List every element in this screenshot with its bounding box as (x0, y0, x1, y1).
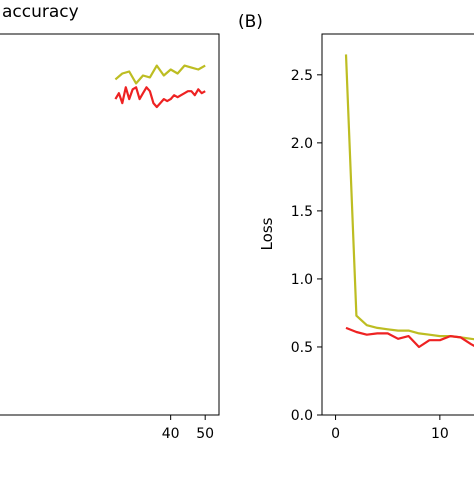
panel-b-label: (B) (238, 12, 263, 32)
loss-series-0-line (344, 54, 474, 341)
loss-x-tick-label: 0 (331, 426, 340, 442)
loss-y-tick-label: 1.5 (291, 204, 313, 220)
accuracy-title: accuracy (2, 2, 79, 22)
accuracy-series (114, 64, 206, 109)
accuracy-x-tick-label: 50 (196, 426, 214, 442)
loss-y-axis: 0.0 0.5 1.0 1.5 2.0 2.5 (291, 68, 322, 424)
loss-series-1-line (345, 326, 474, 349)
loss-panel: (B) Loss 0.0 0.5 1.0 1.5 2.0 2.5 0 10 (238, 12, 474, 442)
accuracy-plot-frame (0, 33, 220, 416)
accuracy-series-0-line (114, 64, 206, 85)
loss-y-tick-label: 1.0 (291, 272, 313, 288)
loss-x-tick-label: 10 (431, 426, 449, 442)
accuracy-series-1-line (114, 86, 206, 109)
loss-y-tick-label: 2.5 (291, 68, 313, 84)
accuracy-panel: accuracy 40 50 (0, 2, 220, 442)
loss-y-tick-label: 0.0 (291, 408, 313, 424)
loss-ylabel: Loss (258, 217, 276, 250)
loss-x-axis: 0 10 (331, 415, 449, 442)
loss-y-tick-label: 2.0 (291, 136, 313, 152)
loss-plot-frame (321, 33, 474, 416)
loss-series (344, 54, 474, 349)
loss-y-tick-label: 0.5 (291, 340, 313, 356)
accuracy-x-tick-label: 40 (162, 426, 180, 442)
accuracy-x-axis: 40 50 (162, 415, 214, 442)
